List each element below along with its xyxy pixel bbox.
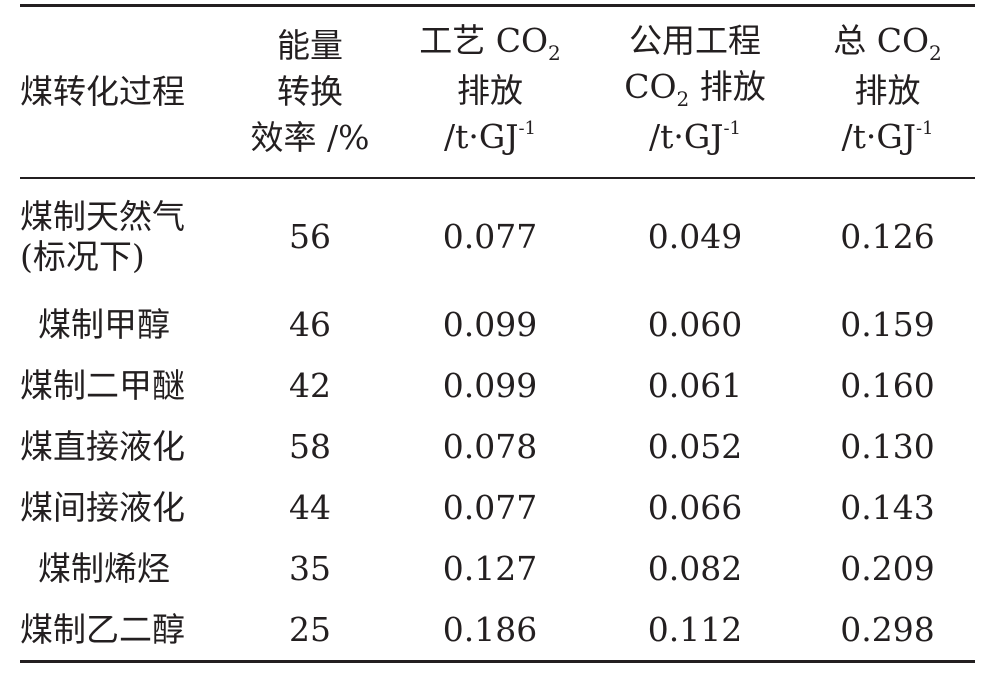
table-row: 煤制乙二醇 25 0.186 0.112 0.298 [20, 599, 975, 662]
cell-total-co2: 0.130 [840, 426, 935, 466]
cell-utility-co2: 0.066 [647, 487, 743, 527]
header-utility-co2-post: 排放 [689, 67, 766, 106]
header-efficiency-line3: 效率 /% [250, 118, 370, 157]
cell-process-name: 煤制天然气 (标况下) [20, 178, 230, 294]
cell-process-name: 煤制甲醇 [38, 304, 170, 344]
cell-utility-co2: 0.052 [647, 426, 743, 466]
header-utility-co2: 公用工程 CO2 排放 /t·GJ-1 [590, 6, 800, 179]
cell-process-name: 煤制烯烃 [38, 548, 170, 588]
cell-efficiency: 44 [289, 487, 331, 527]
header-process-label: 煤转化过程 [20, 72, 185, 111]
header-efficiency-line2: 转换 [277, 72, 343, 111]
cell-process-co2: 0.077 [442, 216, 538, 256]
cell-utility-co2: 0.112 [647, 609, 743, 649]
cell-total-co2: 0.159 [840, 304, 935, 344]
header-efficiency: 能量 转换 效率 /% [230, 6, 390, 179]
header-total-co2: 总 CO2 排放 /t·GJ-1 [800, 6, 975, 179]
table-row: 煤间接液化 44 0.077 0.066 0.143 [20, 477, 975, 538]
cell-efficiency: 42 [289, 365, 331, 405]
table-row: 煤制烯烃 35 0.127 0.082 0.209 [20, 538, 975, 599]
header-utility-co2-line1: 公用工程 [629, 21, 761, 60]
table-body: 煤制天然气 (标况下) 56 0.077 0.049 0.126 煤制甲醇 46… [20, 178, 975, 662]
cell-total-co2: 0.143 [840, 487, 935, 527]
cell-process-name: 煤间接液化 [20, 487, 185, 527]
header-utility-co2-text: CO [624, 67, 677, 106]
process-name-line2: (标况下) [20, 236, 145, 276]
cell-efficiency: 25 [289, 609, 331, 649]
table-row: 煤制二甲醚 42 0.099 0.061 0.160 [20, 355, 975, 416]
cell-total-co2: 0.209 [840, 548, 935, 588]
header-process-co2-line2: 排放 [457, 71, 523, 110]
cell-efficiency: 35 [289, 548, 331, 588]
cell-process-name: 煤制乙二醇 [20, 609, 185, 649]
header-efficiency-line1: 能量 [277, 26, 343, 65]
cell-efficiency: 58 [289, 426, 331, 466]
table-header: 煤转化过程 能量 转换 效率 /% 工艺 CO2 排放 /t·GJ-1 公用工程… [20, 5, 975, 179]
data-table-container: 煤转化过程 能量 转换 效率 /% 工艺 CO2 排放 /t·GJ-1 公用工程… [20, 4, 975, 663]
header-row: 煤转化过程 能量 转换 效率 /% 工艺 CO2 排放 /t·GJ-1 公用工程… [20, 5, 975, 179]
co2-emission-table: 煤转化过程 能量 转换 效率 /% 工艺 CO2 排放 /t·GJ-1 公用工程… [20, 4, 975, 663]
cell-utility-co2: 0.049 [647, 216, 743, 256]
header-utility-co2-unit-text: /t·GJ [648, 117, 724, 156]
header-total-co2-unit-sup: -1 [915, 118, 934, 139]
cell-total-co2: 0.126 [840, 216, 935, 256]
header-total-co2-line2: 排放 [854, 71, 921, 110]
cell-process-name: 煤直接液化 [20, 426, 185, 466]
cell-utility-co2: 0.082 [647, 548, 743, 588]
cell-total-co2: 0.298 [840, 609, 935, 649]
header-total-co2-unit: /t·GJ-1 [841, 117, 933, 156]
cell-process-co2: 0.099 [442, 304, 538, 344]
table-row: 煤制甲醇 46 0.099 0.060 0.159 [20, 294, 975, 355]
cell-efficiency: 56 [289, 216, 331, 256]
cell-process-co2: 0.099 [442, 365, 538, 405]
header-process-co2-unit: /t·GJ-1 [444, 117, 536, 156]
header-process-co2-line1: 工艺 CO2 [419, 21, 561, 65]
cell-process-co2: 0.077 [442, 487, 538, 527]
table-row: 煤制天然气 (标况下) 56 0.077 0.049 0.126 [20, 178, 975, 294]
cell-utility-co2: 0.060 [647, 304, 743, 344]
header-total-co2-line1: 总 CO2 [833, 21, 942, 65]
cell-utility-co2: 0.061 [647, 365, 743, 405]
header-total-co2-unit-text: /t·GJ [841, 117, 916, 156]
table-row: 煤直接液化 58 0.078 0.052 0.130 [20, 416, 975, 477]
header-process-co2-subscript: 2 [548, 41, 561, 65]
header-process: 煤转化过程 [20, 6, 230, 179]
cell-total-co2: 0.160 [840, 365, 935, 405]
cell-process-co2: 0.186 [442, 609, 538, 649]
cell-efficiency: 46 [289, 304, 331, 344]
header-process-co2-text: 工艺 CO [419, 21, 549, 60]
header-process-co2: 工艺 CO2 排放 /t·GJ-1 [390, 6, 590, 179]
header-total-co2-text: 总 CO [833, 21, 930, 60]
cell-process-co2: 0.127 [442, 548, 538, 588]
header-utility-co2-unit-sup: -1 [723, 118, 741, 139]
header-total-co2-subscript: 2 [929, 41, 942, 65]
header-utility-co2-unit: /t·GJ-1 [649, 117, 741, 156]
cell-process-name: 煤制二甲醚 [20, 365, 185, 405]
header-utility-co2-line2: CO2 排放 [624, 67, 766, 111]
cell-process-co2: 0.078 [442, 426, 538, 466]
header-utility-co2-subscript: 2 [676, 87, 690, 111]
process-name-line1: 煤制天然气 [20, 196, 185, 236]
header-process-co2-unit-text: /t·GJ [443, 117, 519, 156]
header-process-co2-unit-sup: -1 [518, 118, 536, 139]
